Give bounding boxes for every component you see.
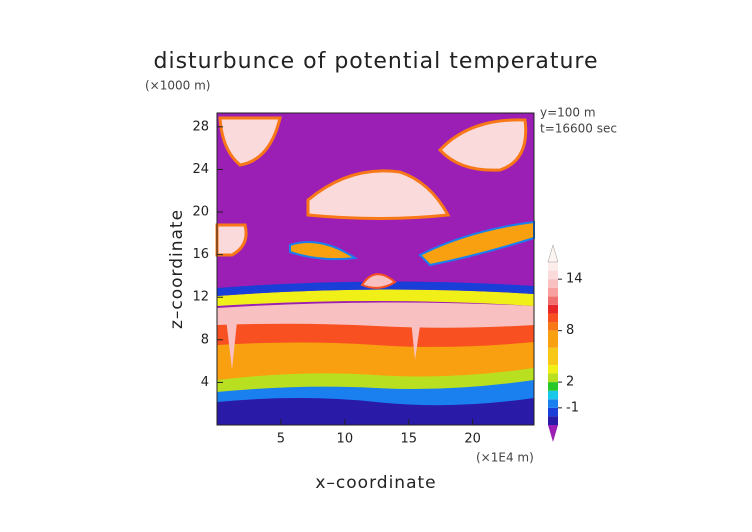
chart-title: disturbunce of potential temperature (154, 49, 599, 74)
colorbar-segment (548, 287, 558, 297)
y-tick-label: 24 (192, 162, 209, 177)
colorbar-tick-label: 2 (566, 375, 574, 390)
colorbar-segment (548, 373, 558, 383)
x-tick-label: 15 (400, 432, 417, 447)
x-tick-label: 10 (337, 432, 354, 447)
y-tick-label: 28 (192, 119, 209, 134)
field (215, 113, 535, 425)
colorbar-segment (548, 399, 558, 408)
plot-frame (216, 112, 535, 426)
colorbar-segment (548, 382, 558, 391)
x-tick-label: 5 (277, 432, 285, 447)
y-axis-label: z–coordinate (167, 209, 187, 329)
colorbar-extend (547, 244, 559, 263)
x-unit: (×1E4 m) (476, 451, 534, 465)
colorbar-segment (548, 262, 558, 271)
y-tick-label: 4 (201, 375, 209, 390)
colorbar-segment (548, 279, 558, 288)
colorbar-segment (548, 364, 558, 374)
x-axis-label: x–coordinate (315, 473, 436, 493)
annotation: y=100 m (540, 106, 596, 120)
colorbar-segment (548, 330, 558, 348)
y-unit: (×1000 m) (145, 79, 210, 93)
x-tick-label: 20 (464, 432, 481, 447)
colorbar-tick-label: 14 (566, 272, 583, 287)
y-tick-label: 8 (201, 332, 209, 347)
colorbar-segment (548, 347, 558, 365)
annotation: t=16600 sec (540, 122, 617, 136)
colorbar-segment (548, 313, 558, 323)
colorbar-segment (548, 390, 558, 400)
colorbar-segment (548, 270, 558, 280)
y-tick-label: 16 (192, 247, 209, 262)
colorbar-segment (548, 416, 558, 425)
colorbar-tick-label: 8 (566, 323, 574, 338)
colorbar-extend (548, 425, 558, 442)
colorbar-segment (548, 407, 558, 417)
colorbar-segment (548, 322, 558, 331)
colorbar-segment (548, 296, 558, 305)
y-tick-label: 20 (192, 205, 209, 220)
colorbar-tick-label: -1 (566, 400, 579, 415)
y-tick-label: 12 (192, 290, 209, 305)
colorbar-segment (548, 304, 558, 314)
